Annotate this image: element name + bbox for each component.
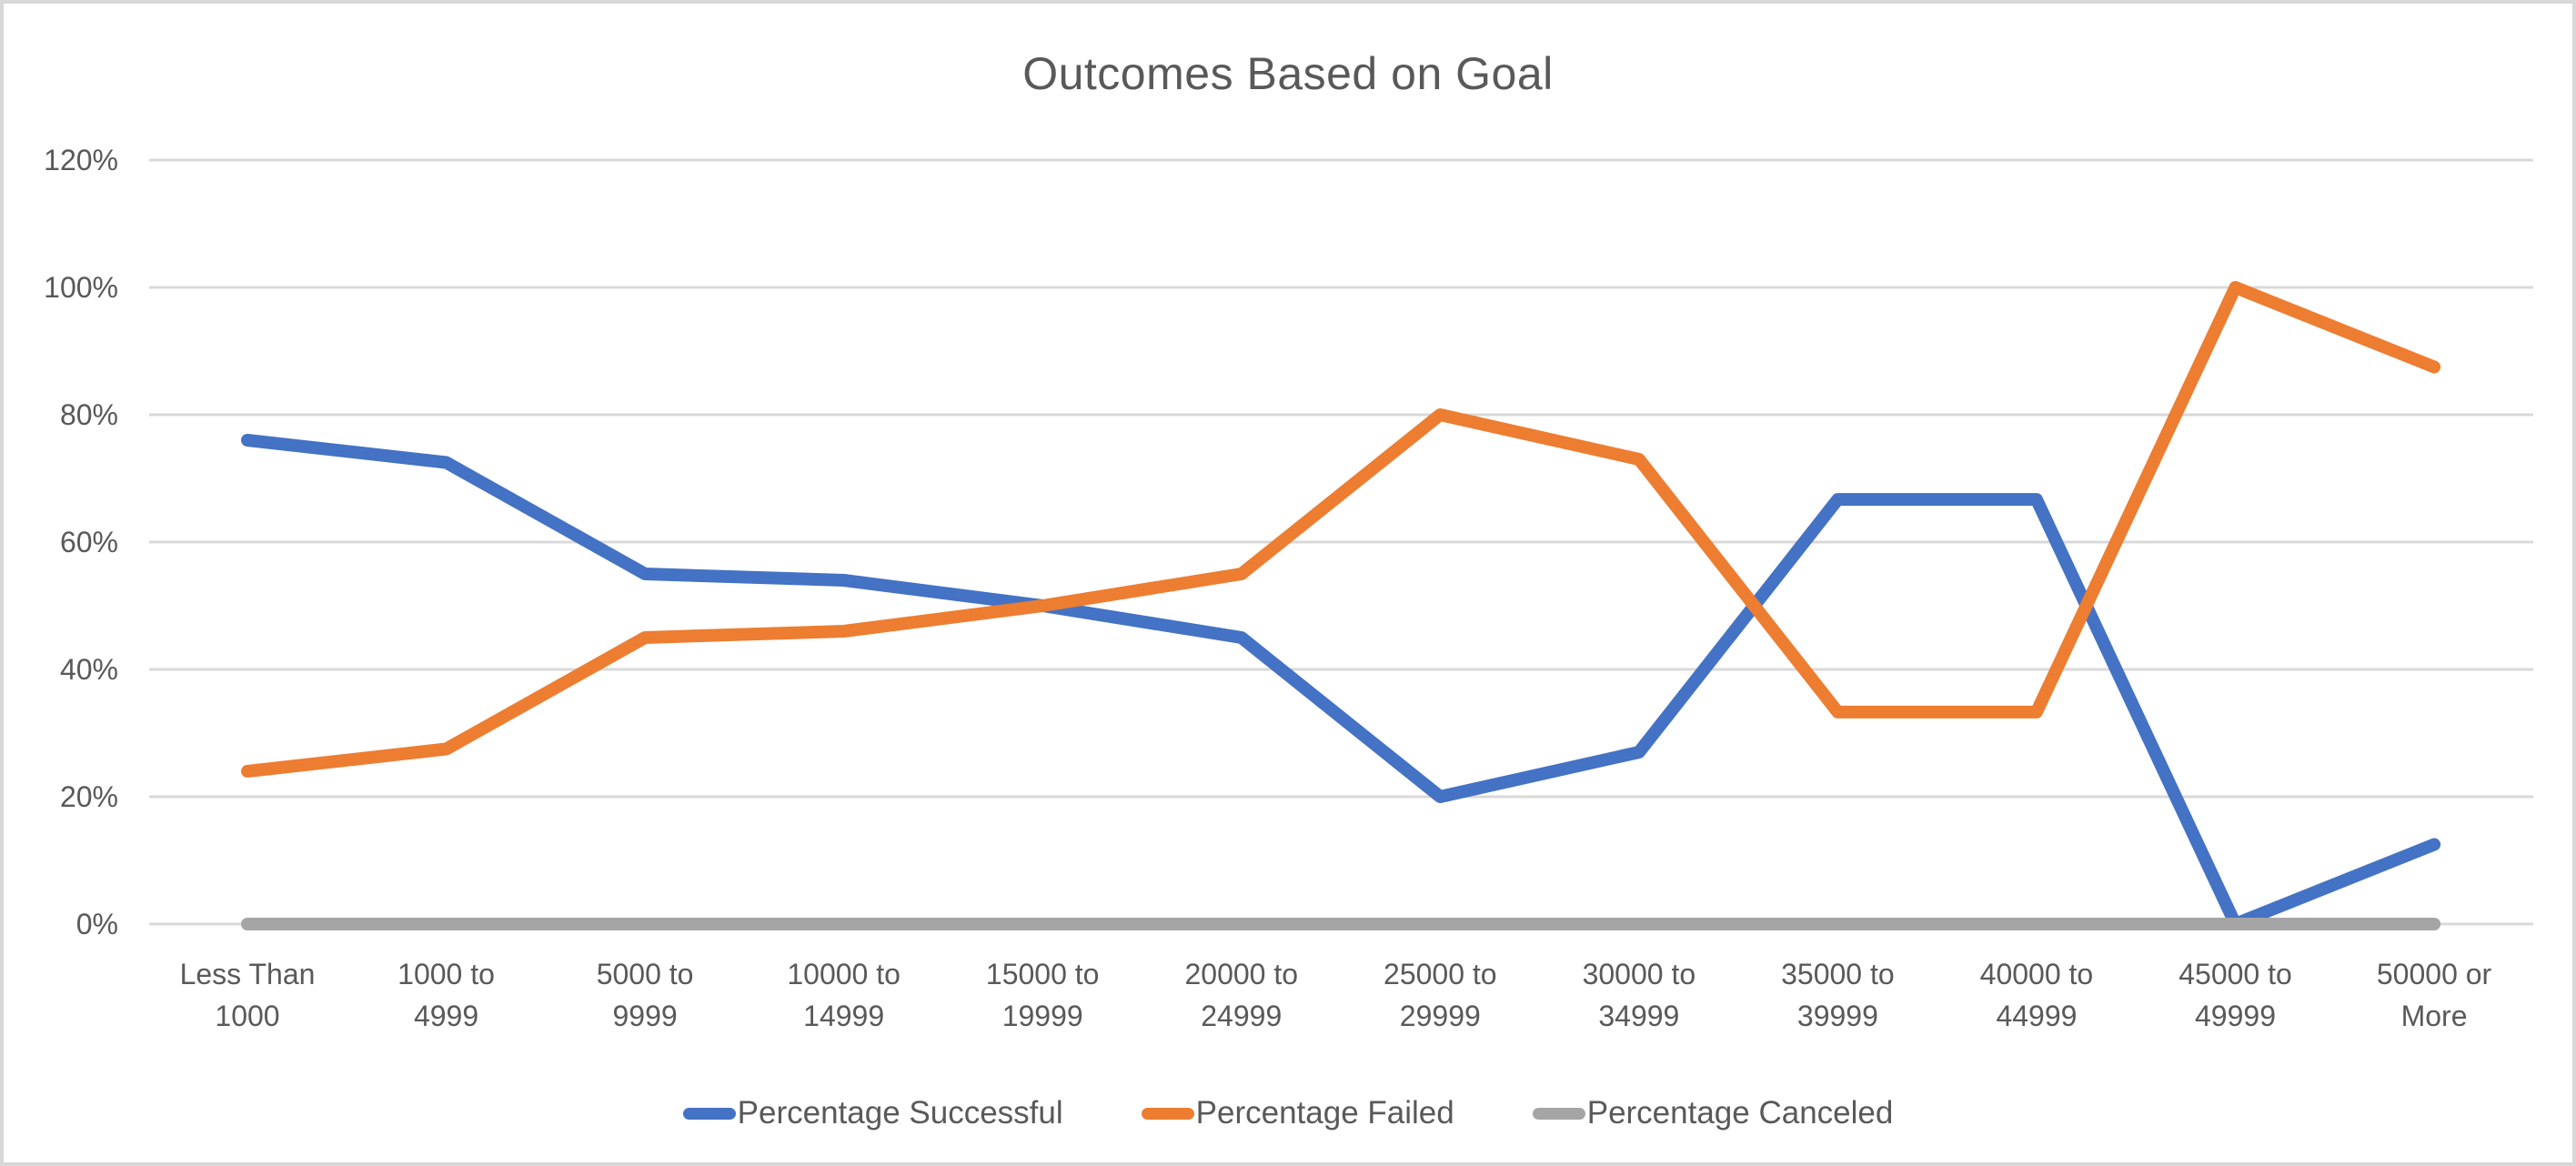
series-lines [241,281,2441,930]
x-axis-tick-label: 40000 to 44999 [1980,958,2094,1032]
x-axis-tick-label: 15000 to 19999 [986,958,1100,1032]
x-axis-tick-label: 5000 to 9999 [597,958,694,1032]
chart-title: Outcomes Based on Goal [1022,48,1554,99]
svg-text:39999: 39999 [1797,1000,1878,1032]
svg-text:Less Than: Less Than [180,958,316,990]
svg-text:5000 to: 5000 to [597,958,694,990]
svg-text:25000 to: 25000 to [1384,958,1497,990]
svg-text:30000 to: 30000 to [1583,958,1696,990]
svg-text:19999: 19999 [1002,1000,1083,1032]
legend-label-canceled: Percentage Canceled [1586,1095,1894,1131]
x-axis-labels: Less Than 1000 1000 to 4999 5000 to 9999 10000… [180,958,2492,1032]
legend-label-successful: Percentage Successful [737,1095,1063,1131]
svg-text:9999: 9999 [613,1000,678,1032]
series-line-percentage-failed [241,281,2441,778]
svg-text:49999: 49999 [2195,1000,2276,1032]
y-axis-tick-label: 40% [60,653,118,686]
canceled-series-marker-icon [1532,1107,1585,1120]
y-axis-tick-label: 100% [44,271,118,304]
svg-text:29999: 29999 [1400,1000,1481,1032]
svg-text:24999: 24999 [1201,1000,1282,1032]
svg-text:1000 to: 1000 to [397,958,495,990]
y-axis-tick-label: 60% [60,526,118,558]
x-axis-tick-label: Less Than 1000 [180,958,316,1032]
svg-text:14999: 14999 [803,1000,884,1032]
svg-text:40000 to: 40000 to [1980,958,2094,990]
x-axis-tick-label: 10000 to 14999 [787,958,901,1032]
svg-text:50000 or: 50000 or [2377,958,2492,990]
x-axis-tick-label: 25000 to 29999 [1384,958,1497,1032]
svg-text:15000 to: 15000 to [986,958,1100,990]
x-axis-tick-label: 50000 or More [2377,958,2492,1032]
line-chart-plot: 0% 20% 40% 60% 80% 100% 120% Less Than 1000 1000… [44,144,2533,1032]
x-axis-tick-label: 45000 to 49999 [2179,958,2292,1032]
legend-item-successful: Percentage Successful [682,1095,1063,1131]
svg-text:More: More [2401,1000,2468,1032]
svg-text:20000 to: 20000 to [1184,958,1298,990]
y-axis-tick-label: 120% [44,144,118,176]
svg-text:10000 to: 10000 to [787,958,901,990]
svg-text:4999: 4999 [414,1000,478,1032]
svg-text:34999: 34999 [1598,1000,1679,1032]
y-axis-tick-label: 80% [60,398,118,431]
x-axis-tick-label: 1000 to 4999 [397,958,495,1032]
y-axis-labels: 0% 20% 40% 60% 80% 100% 120% [44,144,118,940]
legend-label-failed: Percentage Failed [1195,1095,1454,1131]
legend-item-failed: Percentage Failed [1141,1095,1454,1131]
svg-text:35000 to: 35000 to [1781,958,1895,990]
y-axis-tick-label: 20% [60,780,118,813]
svg-text:1000: 1000 [215,1000,279,1032]
x-axis-tick-label: 20000 to 24999 [1184,958,1298,1032]
chart-legend: Percentage Successful Percentage Failed … [4,1095,2572,1131]
series-line-percentage-successful [241,434,2441,930]
svg-text:45000 to: 45000 to [2179,958,2292,990]
x-axis-tick-label: 35000 to 39999 [1781,958,1895,1032]
legend-item-canceled: Percentage Canceled [1532,1095,1894,1131]
failed-series-marker-icon [1141,1107,1194,1120]
successful-series-marker-icon [682,1107,736,1120]
y-axis-tick-label: 0% [76,908,118,940]
svg-text:44999: 44999 [1996,1000,2077,1032]
x-axis-tick-label: 30000 to 34999 [1583,958,1696,1032]
